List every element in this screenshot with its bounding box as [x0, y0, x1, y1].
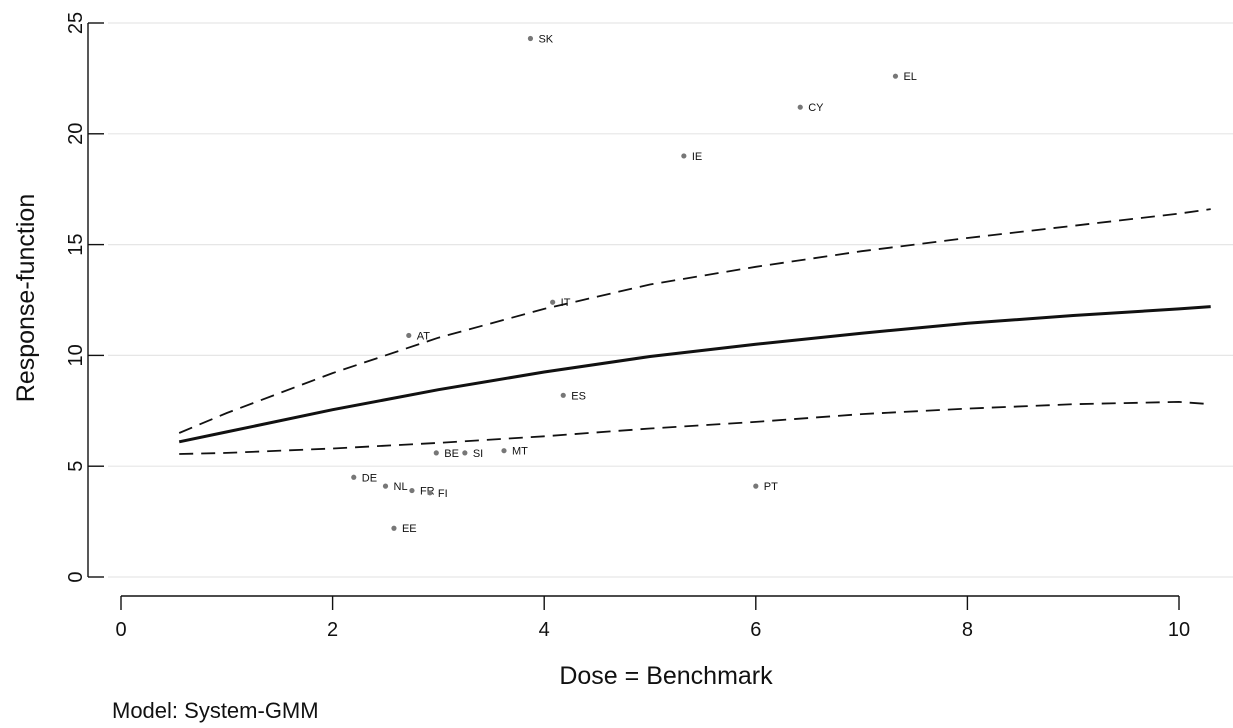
data-points: SK EL CY IE IT AT ES BE SI MT DE NL FR FI PT EE — [351, 34, 917, 535]
point-label: SI — [473, 448, 483, 460]
point-label: AT — [417, 330, 431, 342]
data-point — [753, 483, 759, 489]
point-label: SK — [538, 34, 553, 46]
data-point — [462, 450, 468, 456]
data-point — [527, 35, 534, 42]
x-tick-label: 0 — [115, 619, 126, 641]
point-label: DE — [362, 472, 377, 484]
data-point — [681, 153, 687, 159]
data-point — [351, 474, 357, 480]
fitted-curves — [178, 208, 1211, 455]
x-axis-title: Dose = Benchmark — [559, 662, 773, 690]
point-label: FI — [438, 488, 448, 500]
point-label: MT — [512, 446, 528, 458]
y-tick-label: 5 — [65, 461, 87, 472]
point-label: IT — [561, 297, 571, 309]
point-label: ES — [571, 390, 586, 402]
data-point — [892, 73, 899, 79]
data-point — [797, 104, 803, 110]
x-axis: 0 2 4 6 8 10 — [115, 595, 1190, 641]
x-tick-label: 4 — [539, 619, 550, 641]
point-label: BE — [444, 448, 459, 460]
point-label: PT — [764, 481, 778, 493]
x-tick-label: 2 — [327, 619, 338, 641]
y-axis-title: Response-function — [12, 194, 40, 402]
data-point — [427, 490, 433, 496]
y-tick-label: 0 — [65, 571, 87, 582]
x-tick-label: 6 — [750, 619, 761, 641]
y-axis: 0 5 10 15 20 25 — [65, 12, 104, 583]
confidence-band-curve — [178, 208, 1211, 434]
grid-lines — [108, 22, 1233, 578]
y-tick-label: 25 — [65, 12, 87, 34]
point-label: EL — [903, 71, 916, 83]
y-tick-label: 15 — [65, 233, 87, 255]
point-label: CY — [808, 102, 824, 114]
y-tick-label: 10 — [65, 344, 87, 366]
point-label: NL — [394, 481, 408, 493]
data-point — [433, 450, 439, 456]
y-tick-label: 20 — [65, 123, 87, 145]
data-point — [391, 525, 397, 531]
data-point — [409, 487, 415, 494]
data-point — [501, 448, 507, 454]
data-point — [382, 483, 389, 489]
point-label: IE — [692, 151, 702, 163]
point-label: EE — [402, 523, 417, 535]
point-label: FR — [420, 486, 435, 498]
data-point — [550, 299, 556, 305]
model-note: Model: System-GMM — [112, 698, 319, 723]
confidence-band-curve — [179, 401, 1211, 455]
fitted-curve — [178, 305, 1211, 444]
data-point — [560, 392, 566, 398]
x-tick-label: 8 — [962, 619, 973, 641]
data-point — [406, 332, 412, 339]
x-tick-label: 10 — [1168, 619, 1190, 641]
